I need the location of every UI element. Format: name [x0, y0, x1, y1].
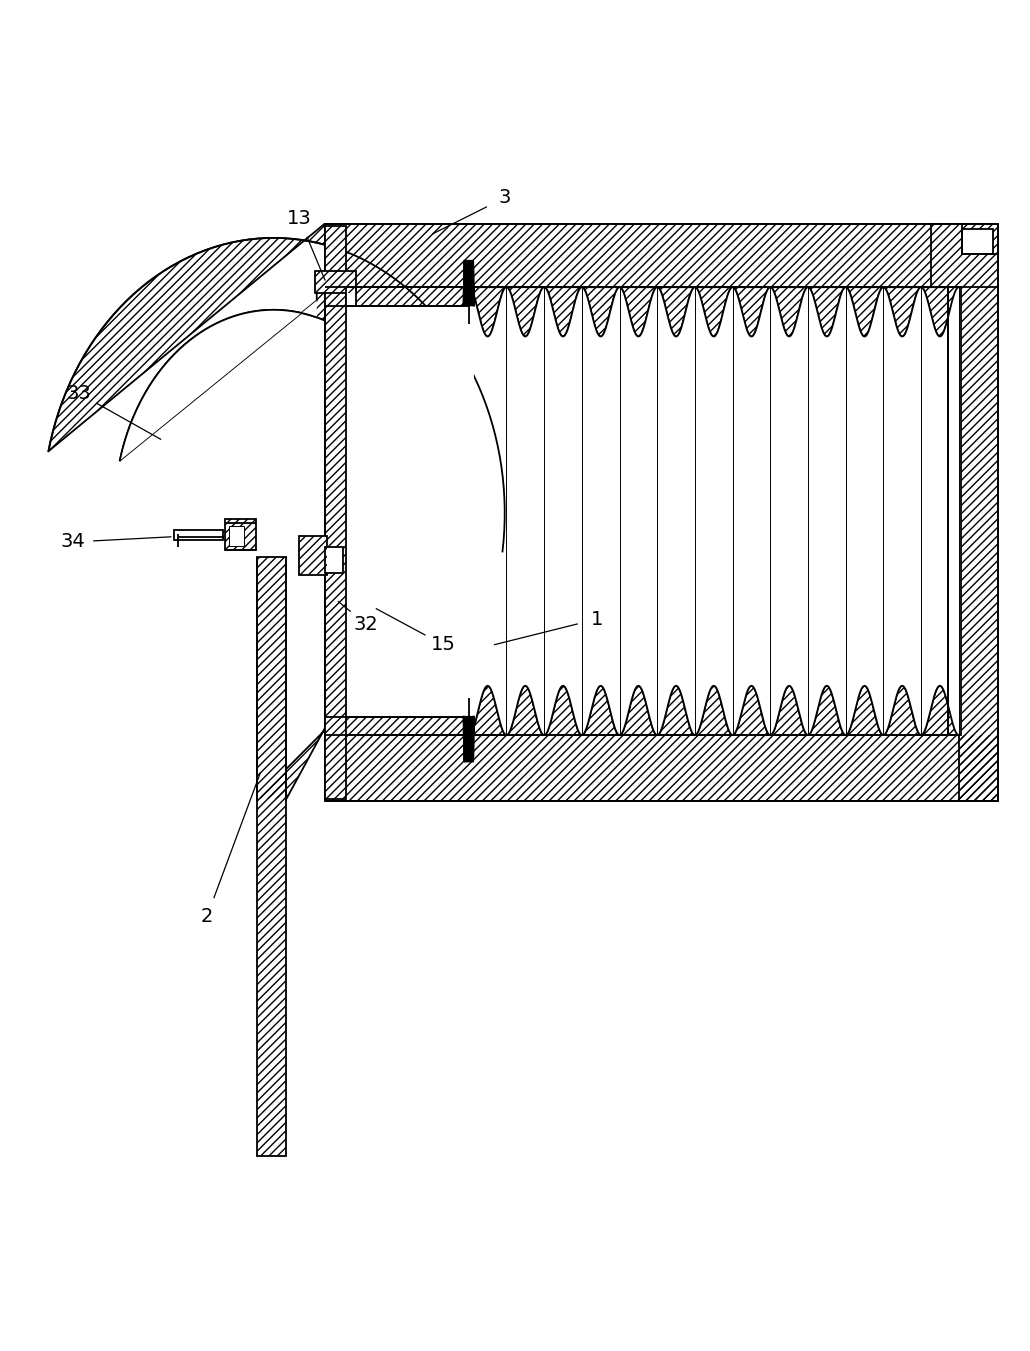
Bar	[931, 223, 998, 288]
Bar	[256, 558, 286, 1156]
Bar	[324, 305, 469, 716]
Bar	[324, 223, 998, 288]
Bar	[324, 288, 469, 305]
Bar	[256, 558, 286, 1156]
Polygon shape	[464, 716, 474, 762]
Bar	[324, 716, 469, 735]
Bar	[300, 536, 327, 574]
Text: 2: 2	[201, 908, 213, 927]
Bar	[226, 519, 256, 550]
Polygon shape	[469, 288, 959, 336]
Bar	[345, 288, 355, 305]
Polygon shape	[469, 288, 959, 735]
Text: 33: 33	[66, 384, 91, 403]
Text: 15: 15	[431, 635, 455, 654]
Text: 34: 34	[61, 532, 85, 551]
Bar	[324, 547, 343, 573]
Bar	[315, 270, 355, 293]
Bar	[324, 223, 998, 288]
Polygon shape	[48, 223, 505, 798]
Bar	[324, 226, 345, 798]
Bar	[226, 519, 256, 550]
Bar	[962, 228, 993, 254]
Bar	[959, 223, 998, 801]
Bar	[174, 530, 224, 540]
Text: 32: 32	[353, 615, 378, 634]
Polygon shape	[469, 686, 959, 735]
Bar	[324, 226, 345, 798]
Bar	[959, 223, 998, 801]
Bar	[324, 735, 998, 801]
Bar	[230, 526, 244, 546]
Polygon shape	[464, 261, 474, 762]
Bar	[324, 288, 469, 305]
Polygon shape	[464, 261, 474, 305]
Text: 1: 1	[591, 609, 604, 628]
Text: 3: 3	[499, 188, 511, 207]
Text: 13: 13	[287, 209, 312, 228]
Bar	[300, 536, 327, 574]
Bar	[324, 716, 469, 735]
Polygon shape	[119, 300, 433, 721]
Bar	[949, 288, 961, 735]
Bar	[324, 735, 998, 801]
Bar	[931, 223, 998, 288]
Bar	[315, 270, 355, 293]
